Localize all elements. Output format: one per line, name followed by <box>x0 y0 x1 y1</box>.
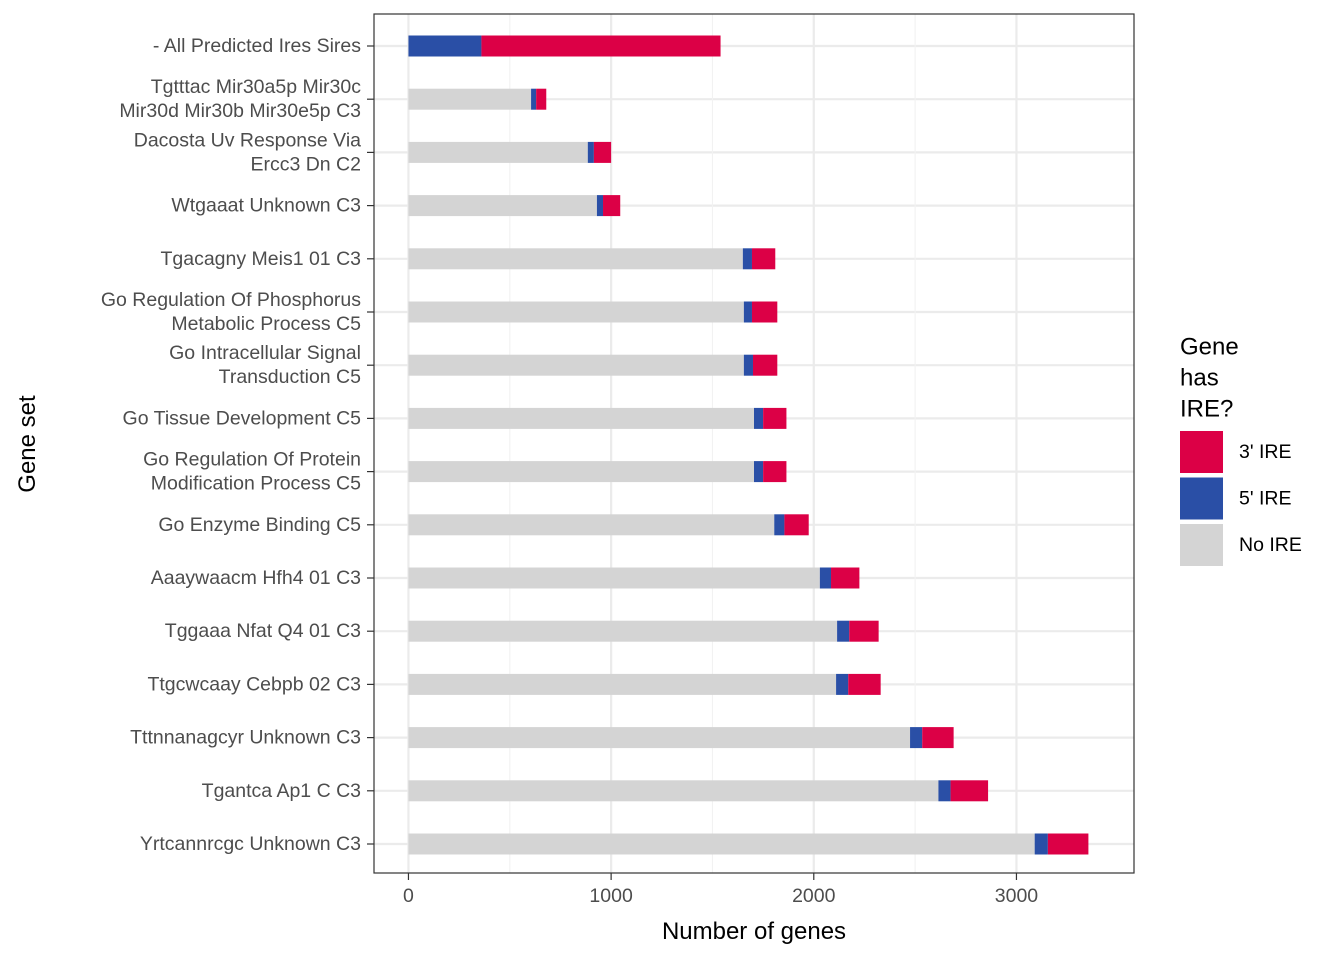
y-tick-label: Tggaaa Nfat Q4 01 C3 <box>165 620 361 642</box>
y-tick-label: Dacosta Uv Response Via <box>134 129 361 151</box>
bar-3-ire <box>763 461 787 483</box>
bar-5-ire <box>938 780 951 802</box>
y-tick-label: Go Intracellular Signal <box>169 342 361 364</box>
bar-no-ire <box>408 514 775 536</box>
legend: Gene has IRE? 3' IRE 5' IRE No IRE <box>1180 334 1302 566</box>
bar-5-ire <box>742 248 752 270</box>
bar-3-ire <box>751 248 776 270</box>
legend-label: 3' IRE <box>1239 441 1292 463</box>
y-tick-label: Ercc3 Dn C2 <box>250 153 361 175</box>
bar-5-ire <box>910 727 923 749</box>
bar-5-ire <box>1034 833 1048 855</box>
bar-5-ire <box>837 620 850 642</box>
y-tick-label: Go Tissue Development C5 <box>123 407 362 429</box>
legend-label: 5' IRE <box>1239 488 1292 510</box>
y-tick-label: Modification Process C5 <box>151 473 361 495</box>
bar-3-ire <box>763 407 787 429</box>
bar-no-ire <box>408 88 532 110</box>
y-axis-title: Gene set <box>14 395 41 493</box>
y-axis: - All Predicted Ires Sires Tgtttac Mir30a… <box>101 35 374 855</box>
bar-3-ire <box>831 567 860 589</box>
y-tick-label: Go Regulation Of Protein <box>143 449 361 471</box>
x-axis: 0 1000 2000 3000 <box>403 873 1038 907</box>
legend-title: IRE? <box>1180 396 1233 423</box>
y-tick-label: Metabolic Process C5 <box>171 313 361 335</box>
y-tick-label: Go Enzyme Binding C5 <box>158 514 361 536</box>
bars <box>408 35 1089 855</box>
y-tick-label: Tgantca Ap1 C C3 <box>202 780 361 802</box>
bar-3-ire <box>603 195 621 217</box>
bar-no-ire <box>408 461 754 483</box>
legend-key <box>1180 524 1223 566</box>
bar-no-ire <box>408 301 744 323</box>
y-tick-label: Aaaywaacm Hfh4 01 C3 <box>151 567 361 589</box>
y-tick-label: Tttnnanagcyr Unknown C3 <box>130 727 361 749</box>
bar-3-ire <box>481 35 721 57</box>
bar-no-ire <box>408 354 744 376</box>
legend-key <box>1180 431 1223 473</box>
y-tick-label: Tgtttac Mir30a5p Mir30c <box>151 76 361 98</box>
y-tick-label: Go Regulation Of Phosphorus <box>101 289 361 311</box>
bar-5-ire <box>587 141 594 163</box>
bar-5-ire <box>754 461 764 483</box>
y-tick-label: Tgacagny Meis1 01 C3 <box>160 248 361 270</box>
bar-no-ire <box>408 141 588 163</box>
bar-5-ire <box>754 407 764 429</box>
bar-3-ire <box>848 673 881 695</box>
bar-3-ire <box>784 514 809 536</box>
plot-border <box>373 13 1135 874</box>
bar-no-ire <box>408 407 754 429</box>
bar-3-ire <box>950 780 989 802</box>
y-tick-label: Transduction C5 <box>219 366 362 388</box>
y-tick-label: Mir30d Mir30b Mir30e5p C3 <box>119 100 361 122</box>
bar-no-ire <box>408 248 743 270</box>
bar-3-ire <box>751 301 778 323</box>
bar-5-ire <box>408 35 482 57</box>
bar-3-ire <box>593 141 612 163</box>
bar-5-ire <box>596 195 604 217</box>
bar-3-ire <box>922 727 954 749</box>
bar-no-ire <box>408 727 911 749</box>
x-tick-label: 0 <box>403 885 414 907</box>
legend-title: Gene <box>1180 334 1239 361</box>
bar-no-ire <box>408 620 838 642</box>
bar-no-ire <box>408 567 820 589</box>
bar-5-ire <box>836 673 849 695</box>
bar-5-ire <box>774 514 785 536</box>
bar-3-ire <box>752 354 778 376</box>
y-tick-label: Ttgcwcaay Cebpb 02 C3 <box>147 673 361 695</box>
x-tick-label: 3000 <box>995 885 1039 907</box>
legend-title: has <box>1180 365 1219 392</box>
bar-5-ire <box>743 301 752 323</box>
bar-5-ire <box>743 354 753 376</box>
bar-no-ire <box>408 780 939 802</box>
x-tick-label: 1000 <box>589 885 633 907</box>
bar-no-ire <box>408 673 837 695</box>
bar-5-ire <box>531 88 537 110</box>
bar-3-ire <box>849 620 879 642</box>
bar-no-ire <box>408 833 1035 855</box>
y-tick-label: Yrtcannrcgc Unknown C3 <box>140 833 361 855</box>
bar-3-ire <box>1047 833 1089 855</box>
x-tick-label: 2000 <box>792 885 836 907</box>
bar-5-ire <box>819 567 832 589</box>
x-axis-title: Number of genes <box>662 918 846 945</box>
y-tick-label: - All Predicted Ires Sires <box>153 35 361 57</box>
bar-no-ire <box>408 195 597 217</box>
y-tick-label: Wtgaaat Unknown C3 <box>171 195 361 217</box>
legend-key <box>1180 477 1223 520</box>
legend-label: No IRE <box>1239 534 1302 556</box>
bar-3-ire <box>536 88 547 110</box>
